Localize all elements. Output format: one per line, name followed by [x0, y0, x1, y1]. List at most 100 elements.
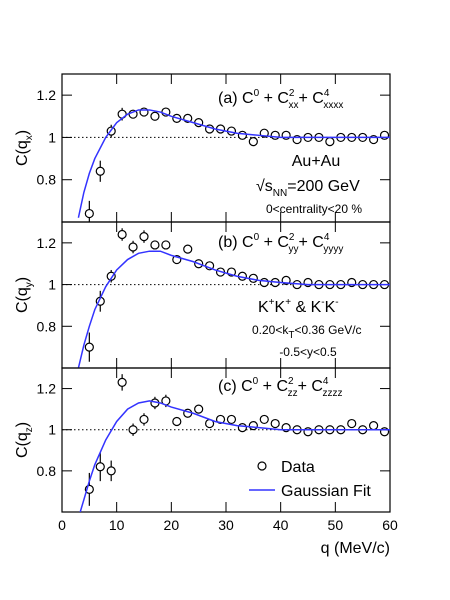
data-point [84, 208, 94, 219]
sup: + [269, 297, 275, 308]
y-tick-label: 1 [48, 129, 56, 145]
sub: xxxx [323, 100, 343, 111]
data-point [347, 418, 357, 429]
note: √sNN=200 GeV [256, 178, 360, 199]
text: <0.36 GeV/c [294, 323, 361, 337]
sup: 2 [289, 232, 295, 243]
x-axis-label: q (MeV/c) [321, 540, 390, 557]
data-group [84, 107, 390, 222]
sup: - [321, 297, 324, 308]
y-axis-label-part: ) [14, 277, 31, 282]
sub: xx [288, 100, 298, 111]
data-point [259, 277, 269, 288]
panel-annotation: (a) C0 + C2 xx+ C4 xxxx [218, 88, 343, 111]
text: 0<centrality<20 % [266, 202, 362, 216]
data-point [237, 130, 247, 140]
text: + C [258, 378, 288, 395]
sup: - [335, 297, 338, 308]
text: K [325, 299, 336, 316]
data-point [117, 377, 127, 387]
panel-annotation: (c) C0 + C2 zz+ C4 zzzz [218, 376, 342, 399]
sup: 4 [324, 232, 330, 243]
sub: T [288, 330, 294, 341]
text: K [275, 299, 286, 316]
y-tick-label: 0.8 [37, 318, 57, 334]
data-point [139, 232, 149, 242]
data-point [128, 425, 138, 435]
data-point [150, 240, 160, 250]
text: (a) C [218, 90, 254, 107]
y-axis-label-part: ) [14, 130, 31, 135]
x-tick-label: 10 [109, 517, 125, 533]
data-point [226, 414, 237, 425]
legend-label: Data [281, 459, 315, 476]
panel-annotation: (b) C0 + C2 yy+ C4 yyyy [218, 232, 343, 255]
sub: zzzz [322, 388, 342, 399]
data-group [84, 374, 390, 506]
y-tick-label: 1.2 [37, 235, 57, 251]
data-point [117, 229, 127, 240]
y-tick-label: 1 [48, 422, 56, 438]
y-axis-label-part: z [24, 427, 35, 432]
y-axis-label-part: C(q [14, 432, 31, 458]
y-tick-label: 1.2 [37, 87, 57, 103]
sup: 0 [254, 88, 260, 99]
data-point [369, 421, 379, 431]
y-axis-label-part: y [24, 282, 35, 287]
text: (c) C [218, 378, 253, 395]
data-point [237, 423, 247, 433]
text: + C [298, 234, 323, 251]
x-tick-label: 50 [328, 517, 344, 533]
text: √s [256, 178, 273, 195]
data-point [128, 242, 138, 252]
data-point [248, 137, 258, 147]
x-tick-label: 60 [382, 517, 398, 533]
y-tick-label: 0.8 [37, 463, 57, 479]
data-point [150, 111, 160, 121]
data-point [259, 414, 269, 425]
text: 0.20<k [252, 323, 289, 337]
data-point [139, 414, 149, 425]
text: & K [291, 299, 322, 316]
data-point [194, 404, 204, 414]
sup: 0 [253, 376, 259, 387]
sub: zz [288, 388, 298, 399]
note: 0<centrality<20 % [266, 202, 362, 216]
data-point [270, 418, 280, 429]
sub: yy [288, 244, 298, 255]
text: + C [259, 234, 289, 251]
text: -0.5<y<0.5 [279, 345, 337, 359]
sub: NN [273, 188, 287, 199]
y-axis-label: C(qx) [14, 130, 35, 166]
y-tick-label: 1.2 [37, 381, 57, 397]
sub: yyyy [323, 244, 343, 255]
text: + C [298, 378, 323, 395]
sup: 0 [254, 232, 260, 243]
sup: + [285, 297, 291, 308]
fit-curve [79, 400, 390, 512]
data-point [183, 244, 193, 254]
data-point [325, 137, 335, 147]
sup: 4 [323, 376, 329, 387]
data-point [95, 166, 105, 176]
data-point [106, 466, 116, 476]
fit-curve [77, 250, 390, 368]
note: Au+Au [292, 153, 340, 170]
y-axis-label-part: C(q [14, 140, 31, 166]
note: K+K+ & K-K- [258, 297, 339, 316]
data-point [172, 416, 182, 427]
sup: 2 [289, 88, 295, 99]
x-tick-label: 30 [218, 517, 234, 533]
y-axis-label: C(qz) [14, 422, 35, 458]
data-point [95, 462, 105, 472]
x-tick-label: 0 [58, 517, 66, 533]
x-tick-label: 20 [164, 517, 180, 533]
text: K [258, 299, 269, 316]
data-point [270, 130, 280, 140]
text: Au+Au [292, 153, 340, 170]
text: + C [259, 90, 289, 107]
note: 0.20<kT<0.36 GeV/c [252, 323, 362, 341]
x-tick-label: 40 [273, 517, 289, 533]
